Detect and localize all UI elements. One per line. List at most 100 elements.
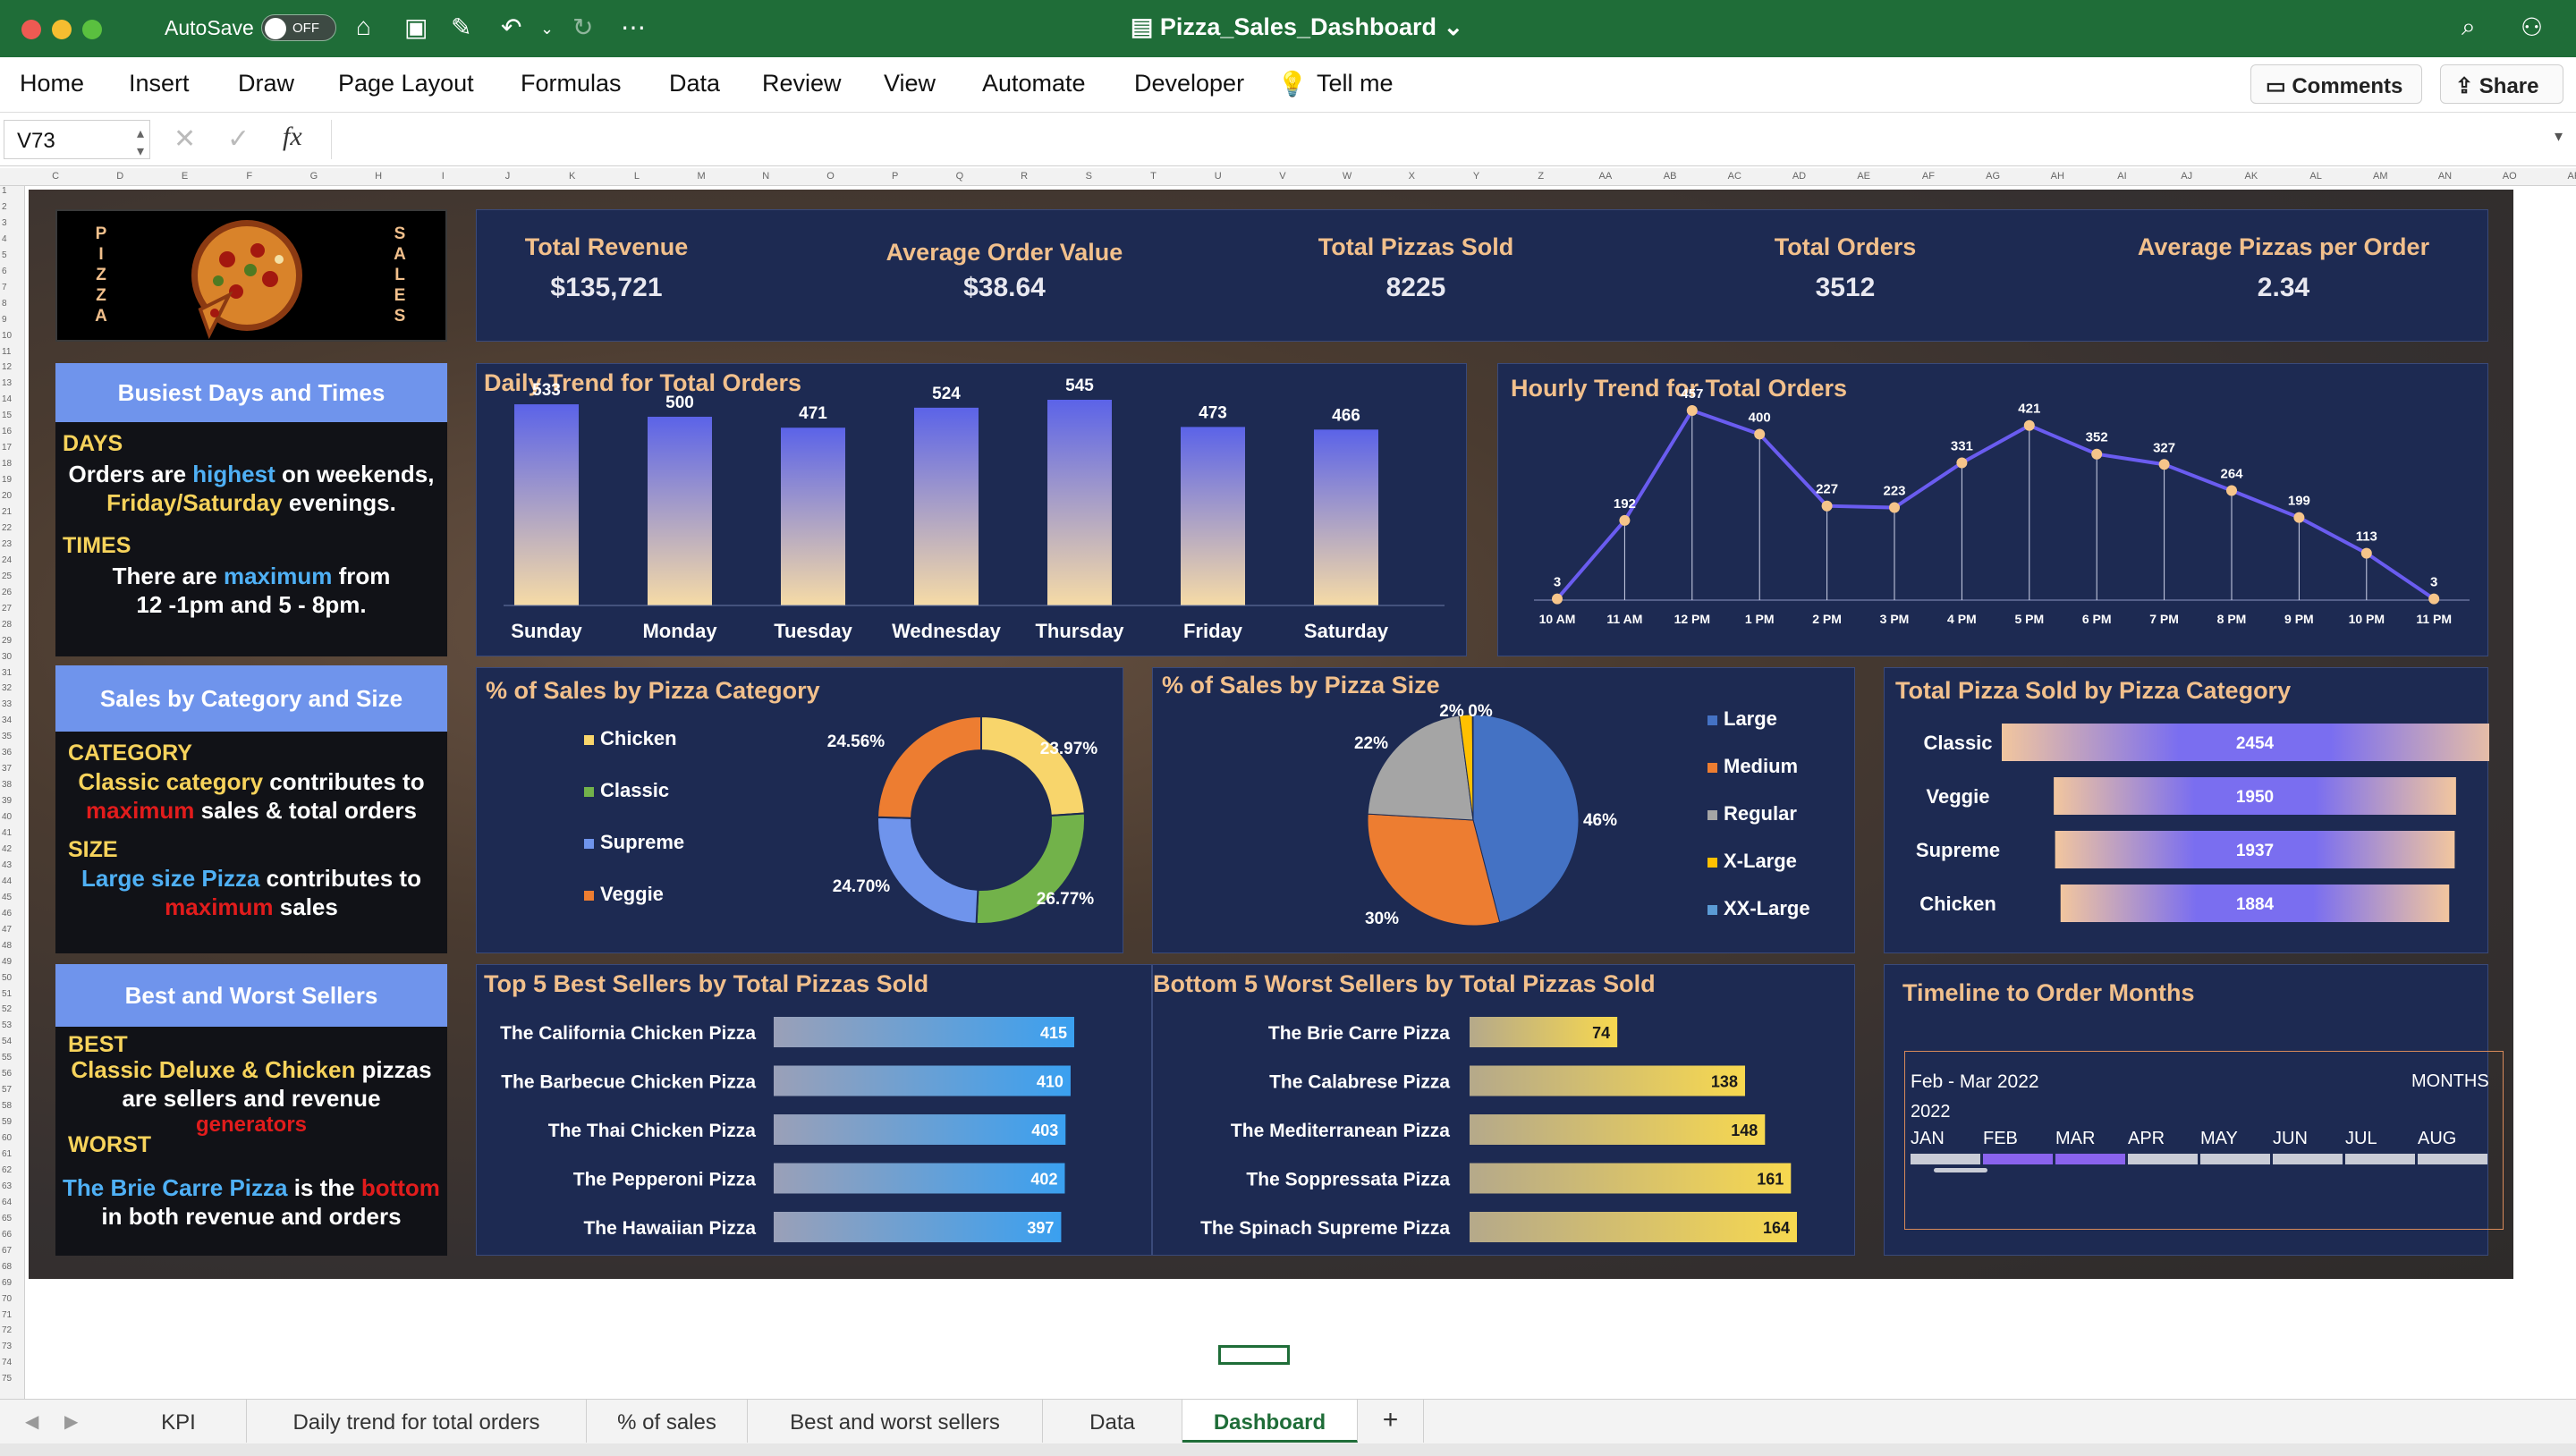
row-header[interactable]: 36 bbox=[2, 748, 13, 758]
row-header[interactable]: 56 bbox=[2, 1069, 13, 1079]
menu-review[interactable]: Review bbox=[762, 70, 842, 97]
column-header[interactable]: AO bbox=[2502, 171, 2517, 182]
row-header[interactable]: 7 bbox=[2, 282, 7, 292]
row-header[interactable]: 71 bbox=[2, 1309, 13, 1320]
timeline-month-bar[interactable] bbox=[2345, 1154, 2415, 1164]
name-box[interactable]: V73 ▴ ▾ bbox=[4, 120, 150, 159]
row-header[interactable]: 42 bbox=[2, 843, 13, 854]
column-header[interactable]: N bbox=[762, 171, 770, 182]
timeline-month-label[interactable]: JUN bbox=[2273, 1129, 2308, 1148]
menu-page-layout[interactable]: Page Layout bbox=[338, 70, 474, 97]
document-title[interactable]: ▤ Pizza_Sales_Dashboard ⌄ bbox=[1118, 13, 1476, 41]
row-header[interactable]: 54 bbox=[2, 1037, 13, 1047]
row-header[interactable]: 15 bbox=[2, 411, 13, 421]
row-header[interactable]: 64 bbox=[2, 1197, 13, 1207]
zoom-window-button[interactable] bbox=[82, 20, 102, 39]
row-header[interactable]: 10 bbox=[2, 330, 13, 341]
row-header[interactable]: 17 bbox=[2, 443, 13, 453]
sheet-tab-kpi[interactable]: KPI bbox=[111, 1400, 247, 1443]
undo-dropdown-icon[interactable]: ⌄ bbox=[540, 20, 555, 38]
undo-icon[interactable]: ↶ bbox=[501, 13, 522, 41]
row-header[interactable]: 32 bbox=[2, 683, 13, 694]
column-header[interactable]: P bbox=[892, 171, 899, 182]
row-header[interactable]: 6 bbox=[2, 266, 7, 276]
save-icon[interactable]: ▣ bbox=[404, 13, 428, 41]
add-sheet-button[interactable]: + bbox=[1358, 1400, 1424, 1443]
row-header[interactable]: 57 bbox=[2, 1085, 13, 1096]
row-header[interactable]: 59 bbox=[2, 1117, 13, 1128]
selected-cell[interactable] bbox=[1218, 1345, 1290, 1365]
formula-input[interactable] bbox=[331, 120, 2540, 159]
row-header[interactable]: 30 bbox=[2, 651, 13, 662]
share-button[interactable]: ⇪ Share bbox=[2440, 64, 2563, 104]
row-header[interactable]: 37 bbox=[2, 764, 13, 775]
column-header[interactable]: Y bbox=[1472, 171, 1480, 182]
row-header[interactable]: 73 bbox=[2, 1342, 13, 1352]
insert-function-icon[interactable]: fx bbox=[283, 122, 302, 151]
column-header[interactable]: AI bbox=[2117, 171, 2127, 182]
menu-developer[interactable]: Developer bbox=[1134, 70, 1245, 97]
row-header[interactable]: 25 bbox=[2, 571, 13, 581]
cancel-icon[interactable]: ✕ bbox=[174, 124, 197, 154]
row-header[interactable]: 69 bbox=[2, 1277, 13, 1288]
column-header[interactable]: AG bbox=[1986, 171, 2001, 182]
timeline-month-bar[interactable] bbox=[2200, 1154, 2270, 1164]
row-header[interactable]: 26 bbox=[2, 587, 13, 597]
row-header[interactable]: 18 bbox=[2, 459, 13, 470]
column-header[interactable]: Q bbox=[955, 171, 964, 182]
timeline-month-bar[interactable] bbox=[1983, 1154, 2053, 1164]
timeline-month-bar[interactable] bbox=[2128, 1154, 2198, 1164]
menu-data[interactable]: Data bbox=[669, 70, 721, 97]
row-header[interactable]: 3 bbox=[2, 217, 7, 228]
row-header[interactable]: 41 bbox=[2, 828, 13, 838]
row-header[interactable]: 72 bbox=[2, 1325, 13, 1336]
column-header[interactable]: T bbox=[1150, 171, 1157, 182]
row-header[interactable]: 11 bbox=[2, 346, 12, 357]
row-header[interactable]: 31 bbox=[2, 667, 13, 678]
row-header[interactable]: 63 bbox=[2, 1181, 13, 1191]
row-header[interactable]: 8 bbox=[2, 298, 7, 309]
row-header[interactable]: 49 bbox=[2, 956, 13, 967]
menu-home[interactable]: Home bbox=[20, 70, 85, 97]
row-header[interactable]: 48 bbox=[2, 940, 13, 951]
row-header[interactable]: 65 bbox=[2, 1213, 13, 1223]
column-header[interactable]: V bbox=[1279, 171, 1286, 182]
row-header[interactable]: 1 bbox=[2, 186, 7, 196]
autosave-toggle[interactable]: OFF bbox=[261, 14, 336, 41]
row-header[interactable]: 29 bbox=[2, 635, 13, 646]
row-header[interactable]: 13 bbox=[2, 378, 13, 389]
menu-draw[interactable]: Draw bbox=[238, 70, 295, 97]
timeline-month-label[interactable]: JAN bbox=[1911, 1129, 1945, 1148]
column-header[interactable]: AN bbox=[2437, 171, 2453, 182]
menu-formulas[interactable]: Formulas bbox=[521, 70, 622, 97]
tell-me-field[interactable]: Tell me bbox=[1317, 70, 1394, 97]
redo-icon[interactable]: ↻ bbox=[572, 13, 594, 41]
row-header[interactable]: 34 bbox=[2, 715, 13, 726]
account-icon[interactable]: ⚇ bbox=[2521, 13, 2544, 41]
timeline-month-label[interactable]: FEB bbox=[1983, 1129, 2018, 1148]
column-header[interactable]: M bbox=[697, 171, 706, 182]
column-header[interactable]: U bbox=[1214, 171, 1222, 182]
timeline-month-bar[interactable] bbox=[2273, 1154, 2343, 1164]
save-as-icon[interactable]: ✎ bbox=[451, 13, 472, 41]
row-header[interactable]: 2 bbox=[2, 201, 7, 212]
row-header[interactable]: 28 bbox=[2, 619, 13, 630]
menu-automate[interactable]: Automate bbox=[982, 70, 1086, 97]
row-header[interactable]: 47 bbox=[2, 924, 13, 935]
timeline-month-bar[interactable] bbox=[1911, 1154, 1980, 1164]
row-header[interactable]: 55 bbox=[2, 1053, 13, 1063]
column-header[interactable]: C bbox=[52, 171, 60, 182]
search-icon[interactable]: ⌕ bbox=[2462, 13, 2476, 40]
timeline-slicer[interactable]: Feb - Mar 2022 MONTHS 2022 JAN FEB MAR APR M… bbox=[1904, 1051, 2504, 1230]
timeline-month-label[interactable]: JUL bbox=[2345, 1129, 2377, 1148]
row-header[interactable]: 24 bbox=[2, 554, 13, 565]
column-header[interactable]: AL bbox=[2309, 171, 2322, 182]
column-header[interactable]: O bbox=[826, 171, 835, 182]
column-header[interactable]: J bbox=[504, 171, 511, 182]
row-header[interactable]: 44 bbox=[2, 876, 13, 886]
confirm-icon[interactable]: ✓ bbox=[227, 124, 250, 154]
comments-button[interactable]: ▭ Comments bbox=[2250, 64, 2422, 104]
row-header[interactable]: 40 bbox=[2, 812, 13, 823]
column-header[interactable]: AC bbox=[1727, 171, 1741, 182]
home-icon[interactable]: ⌂ bbox=[356, 13, 371, 40]
